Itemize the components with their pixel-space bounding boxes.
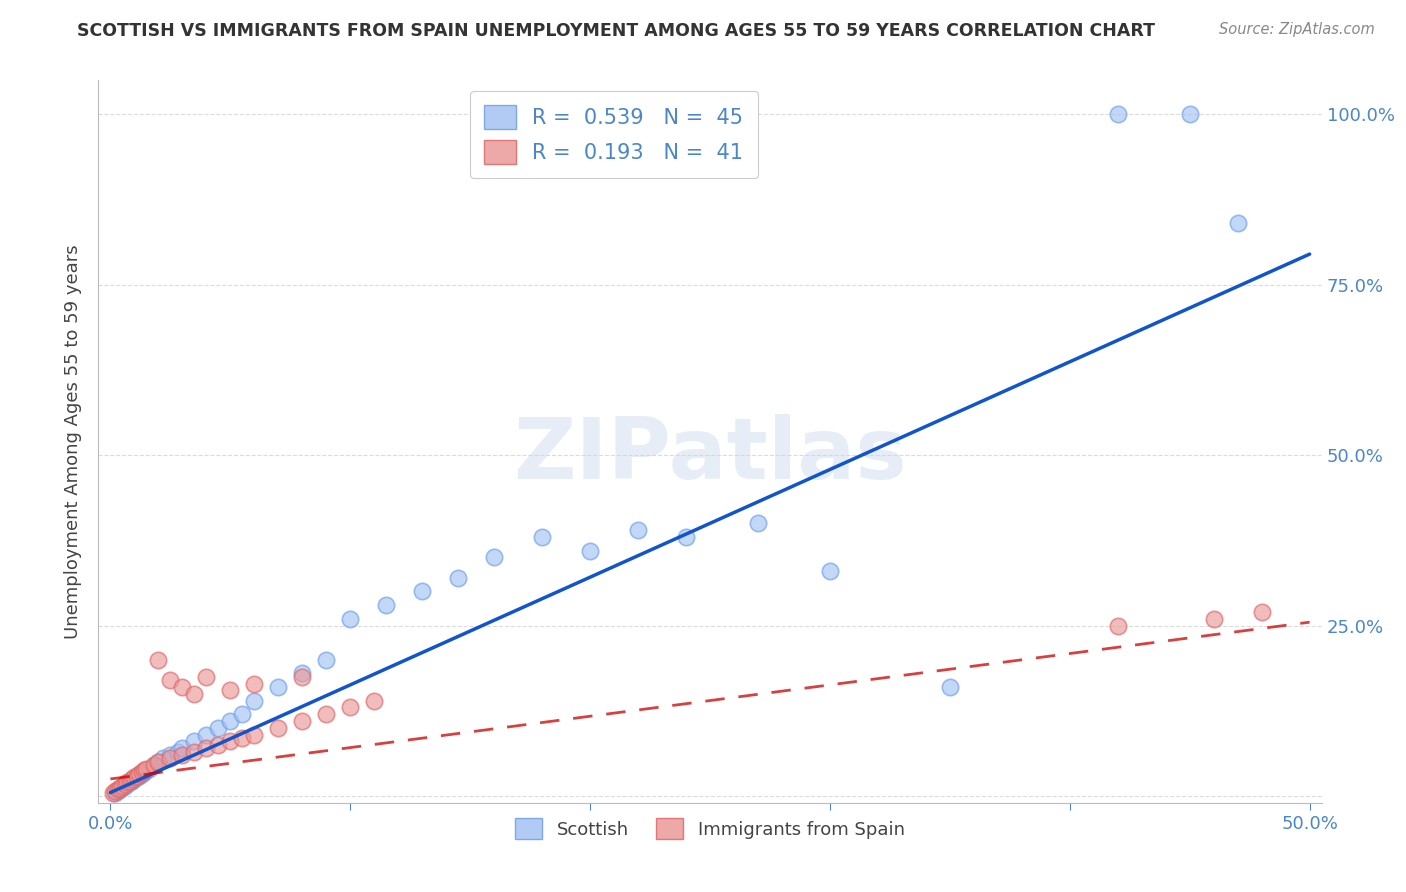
Point — [243, 728, 266, 742]
Point — [114, 779, 136, 793]
Point — [339, 700, 361, 714]
Point — [128, 767, 150, 781]
Point — [111, 780, 134, 795]
Point — [195, 728, 218, 742]
Point — [159, 751, 181, 765]
Point — [148, 653, 170, 667]
Point — [142, 758, 165, 772]
Point — [531, 530, 554, 544]
Point — [118, 775, 141, 789]
Point — [1107, 107, 1129, 121]
Point — [107, 783, 129, 797]
Point — [125, 768, 148, 782]
Point — [104, 786, 127, 800]
Point — [207, 738, 229, 752]
Point — [108, 782, 131, 797]
Point — [675, 530, 697, 544]
Point — [115, 775, 138, 789]
Point — [267, 721, 290, 735]
Legend: Scottish, Immigrants from Spain: Scottish, Immigrants from Spain — [506, 809, 914, 848]
Y-axis label: Unemployment Among Ages 55 to 59 years: Unemployment Among Ages 55 to 59 years — [65, 244, 83, 639]
Text: Source: ZipAtlas.com: Source: ZipAtlas.com — [1219, 22, 1375, 37]
Point — [243, 676, 266, 690]
Point — [267, 680, 290, 694]
Point — [818, 564, 841, 578]
Point — [1178, 107, 1201, 121]
Point — [115, 777, 138, 791]
Point — [219, 683, 242, 698]
Point — [291, 714, 314, 728]
Point — [172, 741, 194, 756]
Text: SCOTTISH VS IMMIGRANTS FROM SPAIN UNEMPLOYMENT AMONG AGES 55 TO 59 YEARS CORRELA: SCOTTISH VS IMMIGRANTS FROM SPAIN UNEMPL… — [77, 22, 1156, 40]
Point — [747, 516, 769, 531]
Point — [183, 745, 205, 759]
Point — [195, 741, 218, 756]
Point — [219, 734, 242, 748]
Point — [315, 653, 337, 667]
Point — [121, 774, 143, 789]
Point — [159, 748, 181, 763]
Point — [243, 693, 266, 707]
Point — [128, 768, 150, 782]
Point — [124, 772, 146, 786]
Point — [411, 584, 433, 599]
Point — [939, 680, 962, 694]
Point — [627, 523, 650, 537]
Point — [121, 772, 143, 786]
Point — [1250, 605, 1272, 619]
Point — [447, 571, 470, 585]
Point — [183, 734, 205, 748]
Point — [195, 670, 218, 684]
Point — [104, 783, 127, 797]
Point — [231, 731, 253, 745]
Point — [172, 680, 194, 694]
Point — [339, 612, 361, 626]
Point — [482, 550, 505, 565]
Point — [138, 762, 160, 776]
Point — [159, 673, 181, 687]
Point — [363, 693, 385, 707]
Point — [148, 755, 170, 769]
Point — [131, 765, 153, 780]
Point — [125, 770, 148, 784]
Point — [219, 714, 242, 728]
Point — [291, 670, 314, 684]
Point — [135, 763, 157, 777]
Point — [108, 780, 131, 795]
Point — [118, 774, 141, 789]
Point — [124, 770, 146, 784]
Point — [291, 666, 314, 681]
Point — [207, 721, 229, 735]
Point — [1107, 618, 1129, 632]
Point — [132, 765, 155, 780]
Point — [166, 745, 188, 759]
Point — [152, 751, 174, 765]
Point — [172, 748, 194, 763]
Point — [142, 758, 165, 772]
Point — [315, 707, 337, 722]
Point — [101, 786, 124, 800]
Point — [148, 755, 170, 769]
Point — [111, 779, 134, 793]
Point — [183, 687, 205, 701]
Point — [231, 707, 253, 722]
Point — [1202, 612, 1225, 626]
Text: ZIPatlas: ZIPatlas — [513, 415, 907, 498]
Point — [1226, 216, 1249, 230]
Point — [135, 762, 157, 776]
Point — [114, 777, 136, 791]
Point — [132, 763, 155, 777]
Point — [579, 543, 602, 558]
Point — [375, 598, 398, 612]
Point — [131, 767, 153, 781]
Point — [107, 782, 129, 797]
